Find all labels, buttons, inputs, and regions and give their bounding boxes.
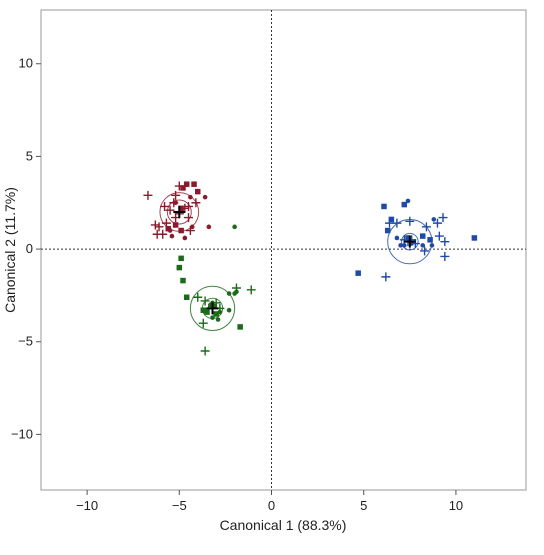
dot-point	[210, 315, 215, 320]
cross-point	[160, 201, 170, 211]
dot-point	[398, 243, 403, 248]
dot-point	[405, 198, 411, 204]
cross-point	[185, 226, 195, 236]
cross-point	[152, 229, 162, 239]
square-point	[172, 222, 179, 228]
cross-point	[438, 213, 448, 223]
square-point	[388, 216, 395, 223]
cross-point	[169, 198, 179, 208]
dot-point	[431, 217, 437, 222]
x-axis-title: Canonical 1 (88.3%)	[220, 517, 347, 533]
group-circle	[166, 199, 192, 225]
cross-point	[440, 251, 450, 261]
y-tick-label: −5	[18, 334, 33, 349]
x-tick-label: 10	[449, 498, 463, 513]
plot-frame	[40, 9, 527, 491]
plot-area	[41, 10, 526, 490]
square-point	[183, 294, 190, 301]
x-tick-label: 5	[360, 498, 367, 513]
x-tick-label: −5	[172, 498, 187, 513]
group-blue	[355, 198, 478, 282]
y-axis-title: Canonical 2 (11.7%)	[2, 187, 18, 313]
square-point	[178, 255, 184, 262]
y-tick-label: 10	[19, 56, 33, 71]
cross-point	[165, 205, 175, 215]
square-point	[213, 311, 219, 317]
cross-point	[246, 285, 256, 295]
square-point	[471, 235, 478, 241]
square-point	[183, 181, 190, 187]
cross-point	[410, 239, 420, 249]
cross-point	[200, 296, 210, 306]
square-point	[165, 225, 171, 232]
cross-point	[191, 198, 201, 208]
y-tick-label: −10	[11, 426, 33, 441]
cross-point	[385, 218, 395, 228]
square-point	[180, 277, 186, 284]
cross-point	[198, 318, 208, 328]
square-point	[176, 264, 183, 271]
group-red	[143, 181, 212, 241]
square-point	[419, 233, 426, 239]
square-point	[401, 201, 408, 208]
square-point	[180, 185, 186, 191]
dot-point	[167, 228, 173, 233]
square-point	[194, 188, 201, 195]
dot-point	[169, 233, 175, 239]
cross-point	[421, 222, 431, 232]
axes: −10 −5 0 5 10 −10 −5 0 5 10	[11, 56, 463, 513]
cross-point	[420, 246, 430, 256]
dot-point	[226, 307, 232, 313]
square-point	[200, 307, 207, 313]
dot-point	[202, 194, 208, 200]
cross-point	[434, 231, 444, 241]
cross-point	[150, 220, 160, 230]
cross-point	[184, 201, 194, 211]
cross-point	[184, 213, 194, 223]
group-circle	[189, 285, 236, 332]
square-point	[191, 181, 197, 187]
cross-point	[161, 218, 171, 228]
cross-point	[200, 346, 210, 356]
cross-point	[174, 181, 184, 191]
dot-point	[394, 235, 400, 241]
square-point	[384, 227, 391, 234]
cross-point	[143, 190, 153, 200]
square-point	[178, 227, 184, 234]
cross-point	[405, 216, 415, 226]
dot-point	[226, 291, 232, 296]
cross-point	[171, 190, 181, 200]
y-tick-label: 0	[26, 241, 33, 256]
dot-point	[232, 224, 237, 230]
centroid-marker	[173, 206, 186, 219]
group-circle	[401, 232, 419, 251]
centroid-marker	[206, 302, 219, 315]
dot-point	[182, 235, 188, 241]
centroid-marker	[403, 235, 416, 248]
cross-point	[399, 235, 409, 245]
square-point	[427, 237, 433, 243]
cross-point	[231, 283, 241, 293]
group-green	[176, 224, 256, 356]
square-point	[204, 309, 210, 315]
dot-point	[188, 194, 193, 200]
x-tick-label: −10	[76, 498, 98, 513]
cross-point	[193, 292, 203, 302]
cross-point	[440, 237, 450, 247]
square-point	[381, 203, 387, 210]
dot-point	[215, 317, 221, 322]
cross-point	[432, 218, 442, 228]
dot-point	[206, 224, 212, 230]
square-point	[237, 324, 243, 330]
cross-point	[381, 272, 391, 282]
y-tick-label: 5	[26, 148, 33, 163]
dot-point	[429, 243, 435, 248]
square-point	[355, 270, 361, 276]
dot-point	[401, 243, 407, 248]
x-tick-label: 0	[268, 498, 275, 513]
